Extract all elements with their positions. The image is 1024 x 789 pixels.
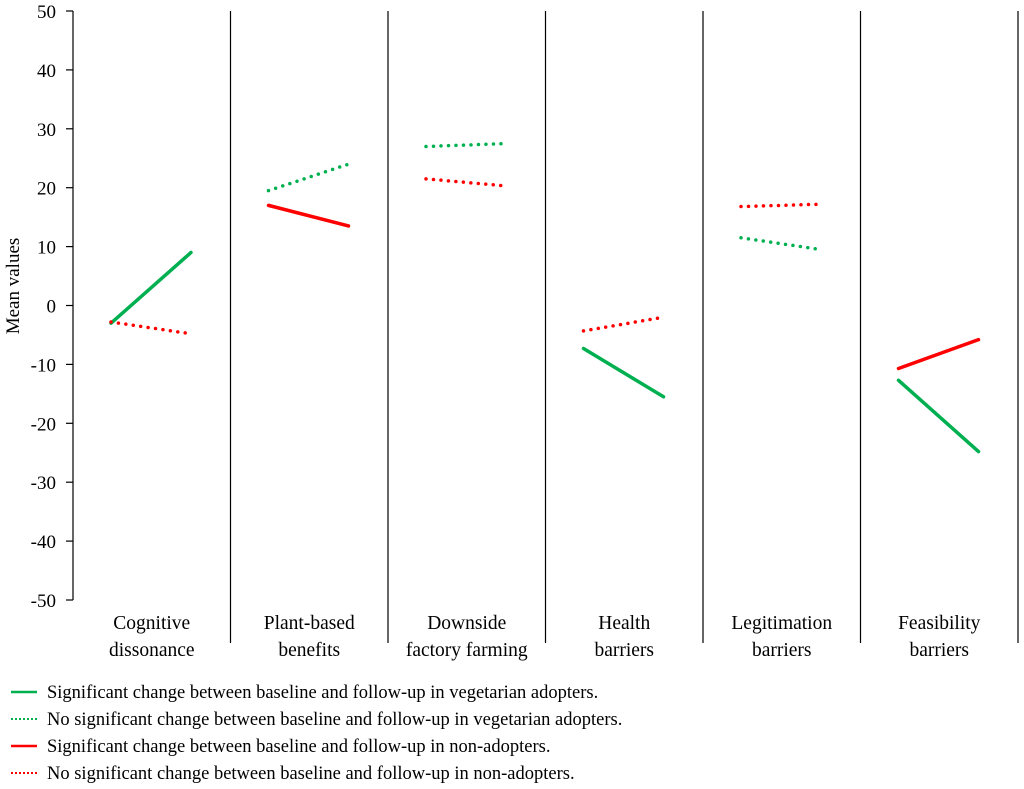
y-tick-label: -20 xyxy=(31,414,56,435)
vegetarian-adopters-significant-line xyxy=(109,250,193,325)
category-label: Cognitive dissonance xyxy=(109,613,195,661)
legend-entry: Significant change between baseline and … xyxy=(47,737,550,757)
category-label-line: Legitimation xyxy=(731,613,832,634)
category-label-line: Cognitive xyxy=(113,613,190,634)
y-tick-label: 10 xyxy=(37,238,56,259)
y-tick-label: -30 xyxy=(31,473,56,494)
category-label-line: factory farming xyxy=(406,640,528,661)
category-label-line: dissonance xyxy=(109,640,195,661)
y-tick-label: -50 xyxy=(31,591,56,612)
category-label-line: Plant-based xyxy=(264,613,355,634)
category-label: Legitimation barriers xyxy=(731,613,832,661)
y-tick-label: 20 xyxy=(37,179,56,200)
category-label-line: Downside xyxy=(427,613,506,634)
series-lines xyxy=(109,141,981,454)
category-label-line: benefits xyxy=(278,640,340,661)
legend-entry: Significant change between baseline and … xyxy=(47,683,598,703)
non-adopters-significant-line xyxy=(896,337,981,371)
non-adopters-nonsignificant-line xyxy=(739,202,823,209)
non-adopters-nonsignificant-line xyxy=(109,320,193,336)
category-label: Plant-based benefits xyxy=(264,613,355,661)
category-label: Health barriers xyxy=(594,613,654,661)
legend: Significant change between baseline and … xyxy=(11,683,622,784)
y-tick-label: -10 xyxy=(31,355,56,376)
y-tick-label: 0 xyxy=(47,297,57,318)
y-tick-label: 30 xyxy=(37,120,56,141)
y-tick-label: 40 xyxy=(37,61,56,82)
vegetarian-adopters-nonsignificant-line xyxy=(266,162,351,193)
category-labels: Cognitive dissonance Plant-based benefits Do… xyxy=(109,613,981,661)
y-tick-label: 50 xyxy=(37,2,56,23)
category-label-line: Feasibility xyxy=(898,613,981,634)
vegetarian-adopters-nonsignificant-line xyxy=(739,236,823,252)
panel-dividers xyxy=(229,11,1019,643)
vegetarian-adopters-nonsignificant-line xyxy=(424,141,508,149)
category-label-line: Health xyxy=(598,613,650,634)
vegetarian-adopters-significant-line xyxy=(581,346,666,399)
category-label-line: barriers xyxy=(752,640,812,661)
y-axis: 50 40 30 20 10 0 -10 -20 -30 -40 -50 xyxy=(31,2,74,612)
legend-entry: No significant change between baseline a… xyxy=(47,710,622,730)
y-tick-label: -40 xyxy=(31,532,56,553)
vegetarian-adopters-significant-line xyxy=(896,378,981,454)
category-label-line: barriers xyxy=(594,640,654,661)
category-label: Downside factory farming xyxy=(406,613,528,661)
category-label-line: barriers xyxy=(909,640,969,661)
category-label: Feasibility barriers xyxy=(898,613,981,661)
non-adopters-significant-line xyxy=(266,203,351,228)
y-axis-label: Mean values xyxy=(3,238,24,335)
legend-entry: No significant change between baseline a… xyxy=(47,764,575,784)
non-adopters-nonsignificant-line xyxy=(581,315,666,333)
non-adopters-nonsignificant-line xyxy=(424,177,508,188)
